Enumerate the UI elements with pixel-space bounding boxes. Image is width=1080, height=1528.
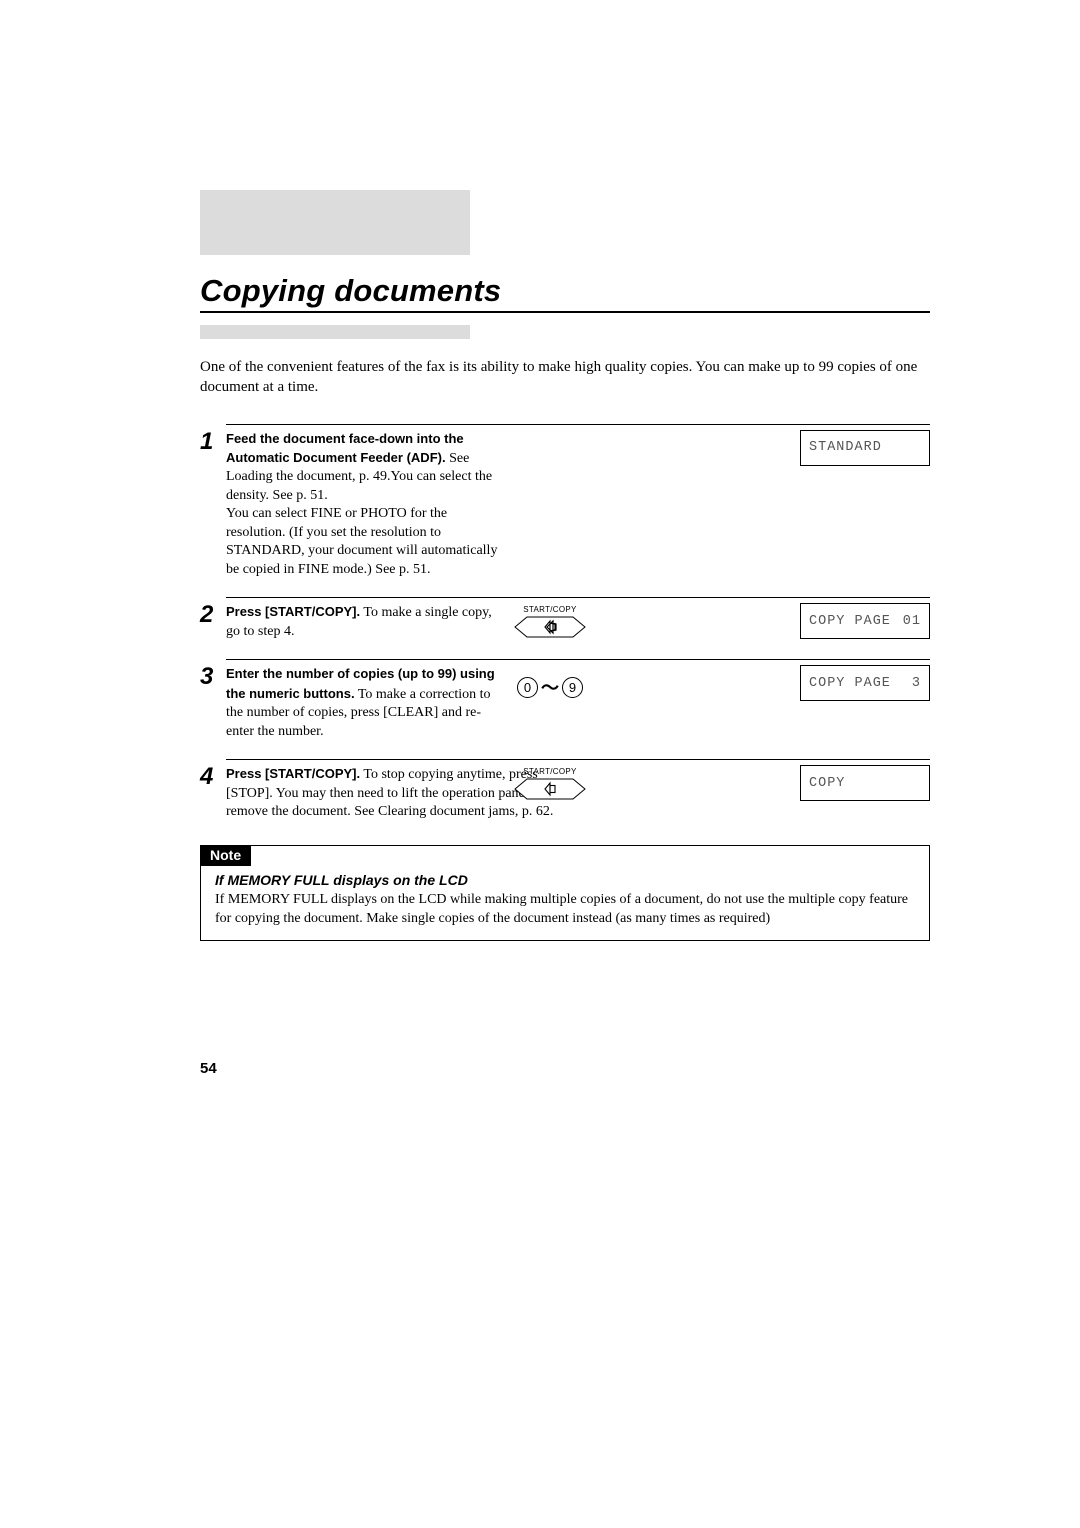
numeric-buttons-icon: 0 ～ 9 xyxy=(517,677,583,698)
start-copy-button-icon xyxy=(507,615,593,639)
step-graphic: 0 ～ 9 xyxy=(504,665,596,698)
start-copy-button-icon xyxy=(507,777,593,801)
step-text: Feed the document face-down into the Aut… xyxy=(226,430,504,580)
step-item: 4 Press [START/COPY]. To stop copying an… xyxy=(200,759,930,821)
page-title: Copying documents xyxy=(200,273,930,309)
lcd-text-left: COPY PAGE xyxy=(809,614,891,629)
step-item: 1 Feed the document face-down into the A… xyxy=(200,424,930,580)
step-head: Press [START/COPY]. xyxy=(226,604,360,619)
intro-paragraph: One of the convenient features of the fa… xyxy=(200,357,930,398)
steps-list: 1 Feed the document face-down into the A… xyxy=(200,424,930,822)
lcd-text-right: 01 xyxy=(903,614,921,629)
step-graphic: START/COPY xyxy=(504,603,596,639)
note-tab: Note xyxy=(200,845,251,866)
step-number: 1 xyxy=(200,430,226,454)
digit-button: 0 xyxy=(517,677,538,698)
step-rule xyxy=(226,597,930,598)
step-item: 2 Press [START/COPY]. To make a single c… xyxy=(200,597,930,641)
note-box: Note If MEMORY FULL displays on the LCD … xyxy=(200,845,930,941)
lcd-col: COPY xyxy=(800,765,930,801)
step-rule xyxy=(226,759,930,760)
step-body: See Loading the document, p. 49.You can … xyxy=(226,451,497,577)
lcd-col: COPY PAGE 01 xyxy=(800,603,930,639)
lcd-text-left: COPY xyxy=(809,776,845,791)
lcd-display: STANDARD xyxy=(800,430,930,466)
step-number: 3 xyxy=(200,665,226,689)
lcd-text-left: COPY PAGE xyxy=(809,676,891,691)
manual-page: Copying documents One of the convenient … xyxy=(200,0,930,941)
step-head: Feed the document face-down into the Aut… xyxy=(226,431,464,465)
header-gray-block xyxy=(200,190,470,255)
button-label: START/COPY xyxy=(523,767,576,776)
lcd-text-left: STANDARD xyxy=(809,440,882,455)
title-rule-wrap: Copying documents xyxy=(200,273,930,313)
step-text: Enter the number of copies (up to 99) us… xyxy=(226,665,504,741)
button-label: START/COPY xyxy=(523,605,576,614)
step-graphic xyxy=(504,430,596,432)
subtitle-gray-bar xyxy=(200,325,470,339)
page-number: 54 xyxy=(200,1060,217,1077)
note-title: If MEMORY FULL displays on the LCD xyxy=(215,872,915,888)
step-text: Press [START/COPY]. To make a single cop… xyxy=(226,603,504,641)
lcd-display: COPY xyxy=(800,765,930,801)
step-number: 2 xyxy=(200,603,226,627)
tilde-icon: ～ xyxy=(541,679,559,697)
step-rule xyxy=(226,424,930,425)
lcd-display: COPY PAGE 3 xyxy=(800,665,930,701)
step-head: Press [START/COPY]. xyxy=(226,766,360,781)
digit-button: 9 xyxy=(562,677,583,698)
lcd-col: STANDARD xyxy=(800,430,930,466)
note-body: If MEMORY FULL displays on the LCD while… xyxy=(215,891,915,928)
step-item: 3 Enter the number of copies (up to 99) … xyxy=(200,659,930,741)
lcd-text-right: 3 xyxy=(912,676,921,691)
lcd-display: COPY PAGE 01 xyxy=(800,603,930,639)
lcd-col: COPY PAGE 3 xyxy=(800,665,930,701)
step-number: 4 xyxy=(200,765,226,789)
step-graphic: START/COPY xyxy=(504,765,596,801)
step-rule xyxy=(226,659,930,660)
